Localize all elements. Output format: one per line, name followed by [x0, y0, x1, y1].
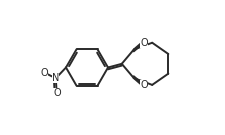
Text: O: O — [40, 68, 48, 78]
Text: O: O — [53, 88, 61, 98]
Text: O: O — [140, 80, 148, 90]
Text: O: O — [140, 38, 148, 48]
Text: N: N — [52, 73, 59, 83]
